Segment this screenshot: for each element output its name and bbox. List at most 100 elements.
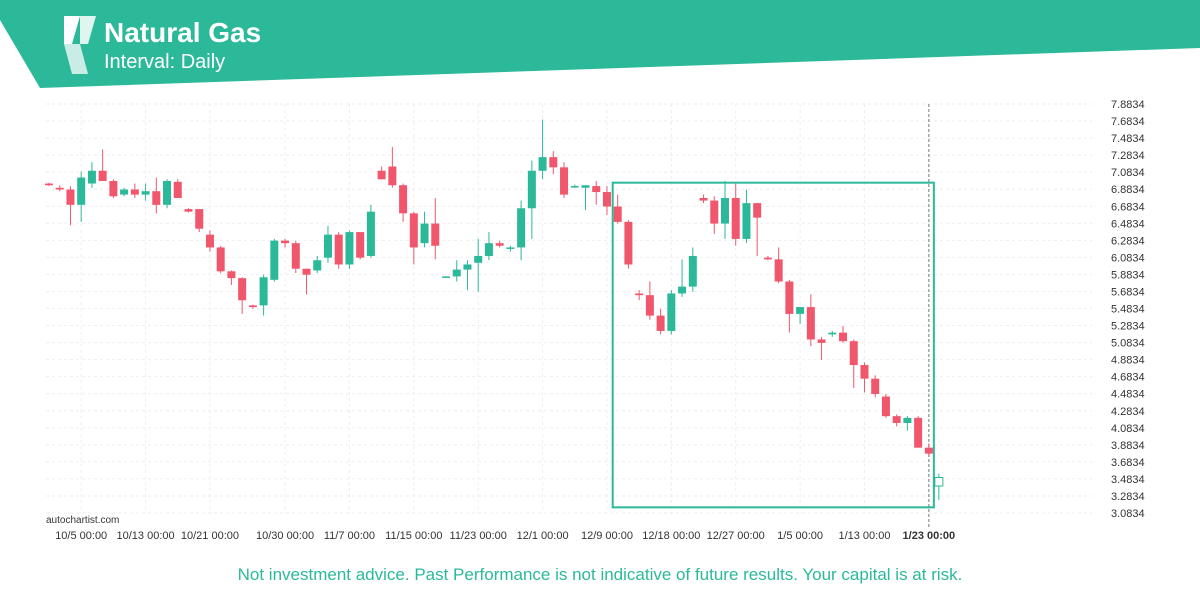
candle-body — [667, 293, 676, 331]
interval-label: Interval: Daily — [104, 51, 226, 73]
candle-bullish — [527, 160, 536, 239]
y-tick-label: 7.8834 — [1111, 99, 1145, 111]
candle-body — [742, 203, 751, 239]
candle-bearish — [431, 198, 440, 260]
candle-bearish — [216, 245, 225, 274]
candle-body — [184, 209, 193, 212]
candle-bearish — [560, 162, 569, 199]
candle-body — [817, 339, 826, 343]
candle-bearish — [710, 196, 719, 234]
candle-bullish — [259, 274, 268, 316]
y-tick-label: 4.2834 — [1111, 406, 1145, 418]
candle-bearish — [334, 232, 343, 269]
candle-bullish — [903, 416, 912, 431]
candle-body — [163, 180, 172, 205]
candle-bearish — [699, 194, 708, 204]
candle-bearish — [409, 211, 418, 265]
candle-bullish — [742, 189, 751, 244]
candle-bearish — [839, 325, 848, 343]
candle-body — [613, 206, 622, 222]
candle-bearish — [549, 151, 558, 175]
candle-body — [77, 177, 86, 205]
chart-grid — [46, 103, 1092, 527]
candle-bearish — [495, 240, 504, 248]
candle-body — [463, 264, 472, 270]
x-tick-label: 10/13 00:00 — [117, 530, 175, 542]
y-tick-label: 6.0834 — [1111, 252, 1145, 264]
y-tick-label: 6.4834 — [1111, 218, 1145, 230]
chart-title: Natural Gas — [104, 17, 262, 48]
x-tick-label: 12/18 00:00 — [642, 530, 700, 542]
candle-body — [806, 307, 815, 340]
y-tick-label: 4.0834 — [1111, 423, 1145, 435]
candle-body — [399, 185, 408, 214]
candle-bullish — [87, 162, 96, 188]
candles-group — [45, 119, 944, 501]
candle-body — [924, 447, 933, 454]
candle-body — [45, 183, 53, 186]
candle-bearish — [753, 203, 762, 256]
candle-bullish — [517, 200, 526, 261]
candle-body — [431, 223, 440, 246]
candle-bullish — [667, 290, 676, 335]
candle-body — [345, 232, 354, 265]
candle-body — [860, 365, 869, 379]
candle-body — [785, 281, 794, 314]
candle-body — [753, 203, 762, 218]
x-tick-label: 12/9 00:00 — [581, 530, 633, 542]
candle-bearish — [66, 186, 75, 226]
candle-bullish — [442, 276, 451, 279]
candle-bearish — [238, 277, 247, 314]
candle-bullish — [828, 330, 837, 337]
candle-bullish — [581, 185, 590, 210]
candle-body — [538, 157, 547, 171]
candle-body — [442, 276, 451, 278]
candle-bearish — [817, 336, 826, 360]
highlight-rectangle — [611, 181, 935, 509]
x-tick-label: 10/5 00:00 — [55, 530, 107, 542]
candle-bearish — [388, 146, 397, 188]
candle-bullish — [141, 183, 150, 201]
candle-body — [710, 200, 719, 224]
disclaimer-text: Not investment advice. Past Performance … — [237, 565, 963, 584]
candle-body — [731, 198, 740, 239]
candle-bullish — [570, 184, 579, 188]
candle-body — [903, 417, 912, 423]
candle-body — [152, 191, 161, 205]
candle-bullish — [678, 259, 687, 297]
candle-body — [313, 260, 322, 271]
x-tick-label: 1/13 00:00 — [838, 530, 890, 542]
candle-bearish — [785, 279, 794, 333]
x-tick-label: 11/23 00:00 — [450, 530, 507, 542]
candle-body — [656, 315, 665, 331]
candle-bearish — [881, 393, 890, 418]
header-banner: Natural Gas Interval: Daily — [0, 0, 1200, 90]
candle-body — [216, 247, 225, 272]
candle-body — [678, 286, 687, 294]
y-tick-label: 7.6834 — [1111, 116, 1145, 128]
candle-body — [934, 477, 944, 487]
candle-body — [592, 186, 601, 193]
candle-body — [688, 255, 697, 287]
candle-body — [581, 185, 590, 188]
x-tick-label: 11/7 00:00 — [324, 530, 375, 542]
y-axis: 7.8834 7.6834 7.4834 7.2834 7.0834 6.8834 6.68… — [1111, 99, 1145, 520]
candle-body — [892, 416, 901, 423]
candle-bearish — [281, 238, 290, 248]
candle-body — [624, 221, 633, 265]
candle-bearish — [806, 294, 815, 347]
candle-body — [720, 198, 729, 224]
pattern-highlight-box — [611, 181, 935, 509]
x-tick-label: 10/21 00:00 — [181, 530, 239, 542]
candle-bearish — [763, 255, 772, 261]
candlestick-chart[interactable]: 7.8834 7.6834 7.4834 7.2834 7.0834 6.8834 6.68… — [0, 0, 1200, 560]
candle-body — [87, 170, 96, 184]
candle-bearish — [55, 185, 64, 192]
candle-bearish — [860, 362, 869, 393]
y-tick-label: 4.8834 — [1111, 355, 1145, 367]
candle-body — [377, 170, 386, 180]
candle-body — [796, 307, 805, 314]
candle-bullish — [163, 179, 172, 209]
candle-body — [881, 396, 890, 417]
y-tick-label: 5.6834 — [1111, 286, 1145, 298]
